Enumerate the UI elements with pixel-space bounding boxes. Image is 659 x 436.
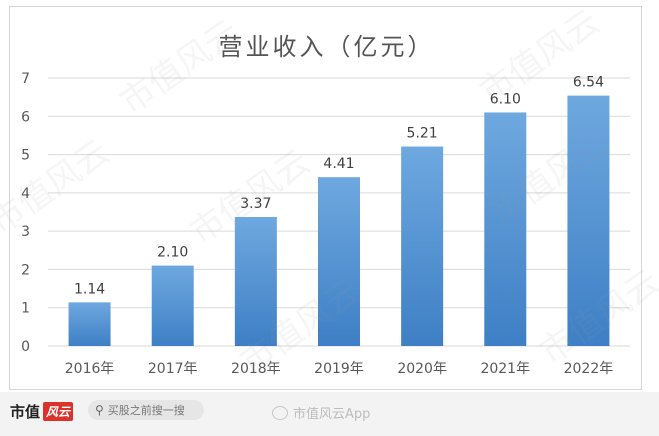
x-tick-label: 2020年 [397, 361, 447, 377]
footer-bar: 市值 风云 ⚲ 买股之前搜一搜 市值风云App [0, 392, 659, 436]
y-tick-label: 3 [21, 224, 30, 240]
search-placeholder: 买股之前搜一搜 [107, 404, 185, 417]
data-label: 4.41 [323, 156, 354, 172]
y-axis-ticks: 0 1 2 3 4 5 6 7 [21, 71, 30, 355]
x-tick-label: 2016年 [65, 361, 115, 377]
x-tick-label: 2021年 [480, 361, 530, 377]
x-axis-ticks: 2016年 2017年 2018年 2019年 2020年 2021年 2022年 [65, 361, 613, 377]
y-tick-label: 0 [21, 339, 30, 355]
search-icon: ⚲ [95, 403, 104, 417]
brand-text: 市值 [10, 403, 41, 421]
y-tick-label: 5 [21, 148, 30, 164]
x-tick-label: 2019年 [314, 361, 364, 377]
bars [68, 95, 610, 347]
bar [567, 95, 610, 347]
data-label: 6.54 [573, 75, 604, 91]
bar [234, 216, 277, 346]
chart-frame: 营业收入（亿元） 0 1 2 3 4 5 6 7 1.14 2.10 3.37 4.41 5.21 6.… [9, 6, 642, 390]
brand-logo: 市值 风云 [10, 401, 74, 422]
y-tick-label: 2 [21, 262, 30, 278]
data-label: 1.14 [74, 281, 105, 297]
y-tick-label: 7 [21, 71, 30, 87]
x-tick-label: 2022年 [564, 361, 614, 377]
data-label: 6.10 [490, 91, 521, 107]
data-label: 2.10 [157, 245, 188, 261]
x-tick-label: 2018年 [231, 361, 281, 377]
weibo-icon [272, 405, 288, 420]
data-label: 3.37 [240, 196, 271, 212]
y-tick-label: 6 [21, 109, 30, 125]
chart-title: 营业收入（亿元） [218, 33, 435, 61]
bar-chart: 0 1 2 3 4 5 6 7 1.14 2.10 3.37 4.41 5.21 6.10 6.54 20… [21, 71, 630, 377]
x-tick-label: 2017年 [148, 361, 198, 377]
weibo-text: 市值风云App [293, 407, 371, 422]
data-labels: 1.14 2.10 3.37 4.41 5.21 6.10 6.54 [74, 75, 604, 298]
bar [151, 265, 194, 346]
bar [318, 177, 360, 346]
weibo-source-tag: 市值风云App [272, 403, 370, 422]
bar [401, 146, 444, 346]
bar [484, 112, 527, 346]
search-input[interactable]: ⚲ 买股之前搜一搜 [88, 400, 204, 420]
bar [68, 302, 111, 346]
brand-badge: 风云 [43, 402, 74, 421]
y-tick-label: 4 [21, 186, 30, 202]
data-label: 5.21 [407, 126, 438, 142]
y-tick-label: 1 [21, 301, 30, 317]
